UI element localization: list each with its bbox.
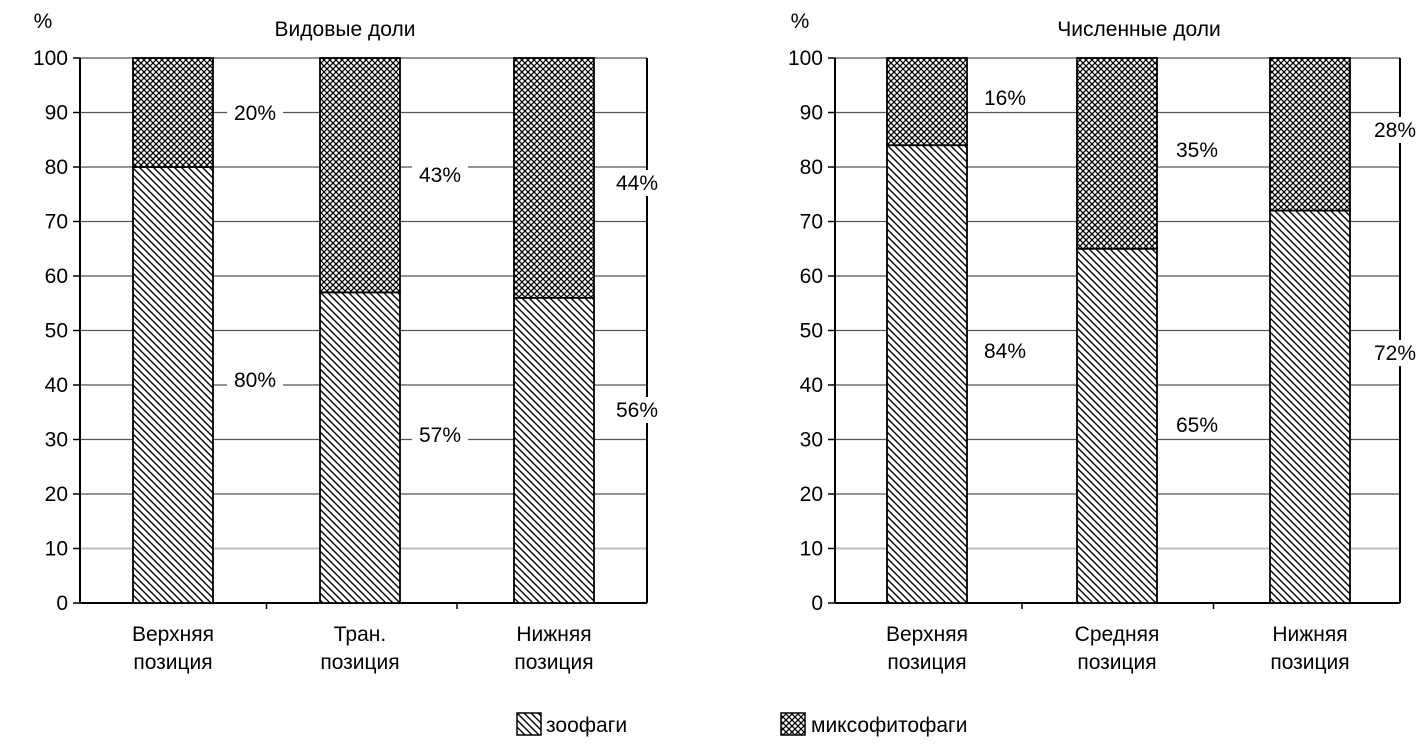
- chart-title: Численные доли: [1057, 18, 1220, 41]
- data-label-zoophages: 84%: [984, 340, 1026, 363]
- y-tick-label: 40: [800, 374, 823, 397]
- data-label-zoophages-bg: [977, 338, 1033, 364]
- bar-segment-mixophytophages: [319, 57, 401, 294]
- y-tick-label: 30: [45, 429, 68, 452]
- bar-segment-zoophages: [132, 166, 214, 604]
- data-label-mixophytophages-bg: [609, 170, 665, 196]
- x-category-label: Нижняя: [1272, 623, 1347, 646]
- y-tick-label: 70: [45, 211, 68, 234]
- y-tick-label: 100: [33, 47, 68, 70]
- y-tick-label: 20: [45, 483, 68, 506]
- legend-swatch: [780, 712, 806, 736]
- bar-segment-mixophytophages: [1076, 57, 1158, 250]
- data-label-mixophytophages-bg: [412, 162, 468, 188]
- y-tick-label: 50: [800, 320, 823, 343]
- y-tick-label: 60: [45, 265, 68, 288]
- y-tick-label: 30: [800, 429, 823, 452]
- bar-segment-mixophytophages: [132, 57, 214, 168]
- y-tick-label: 70: [800, 211, 823, 234]
- y-tick-label: 10: [45, 538, 68, 561]
- legend-label: миксофитофаги: [811, 714, 967, 737]
- y-tick-label: 100: [788, 47, 823, 70]
- y-tick-label: 20: [800, 483, 823, 506]
- y-tick-label: 80: [800, 156, 823, 179]
- data-label-zoophages: 65%: [1176, 414, 1218, 437]
- data-label-mixophytophages-bg: [227, 100, 283, 126]
- legend-swatch: [516, 712, 542, 736]
- x-category-label: Средняя: [1075, 623, 1160, 646]
- x-category-label: позиция: [514, 651, 593, 674]
- data-label-zoophages: 72%: [1374, 342, 1416, 365]
- y-tick-label: 80: [45, 156, 68, 179]
- chart-title: Видовые доли: [275, 18, 416, 41]
- y-tick-label: 0: [811, 592, 823, 615]
- y-axis-unit-label: %: [34, 10, 53, 33]
- data-label-zoophages-bg: [227, 367, 283, 393]
- data-label-zoophages: 56%: [616, 399, 658, 422]
- data-label-mixophytophages: 44%: [616, 172, 658, 195]
- legend-item: миксофитофаги: [780, 712, 967, 737]
- x-category-label: позиция: [887, 651, 966, 674]
- chart-panel-2: 0 10 20 30 40 50 60 70 80 90 100% Численные доли 16%…: [788, 10, 1423, 674]
- data-label-mixophytophages: 43%: [419, 164, 461, 187]
- bar-segment-mixophytophages: [886, 57, 968, 147]
- data-label-mixophytophages-bg: [1367, 117, 1423, 143]
- bar-segment-zoophages: [1269, 209, 1351, 604]
- x-category-label: позиция: [1270, 651, 1349, 674]
- x-category-label: позиция: [1077, 651, 1156, 674]
- x-category-label: Нижняя: [516, 623, 591, 646]
- y-tick-label: 90: [45, 102, 68, 125]
- y-tick-label: 10: [800, 538, 823, 561]
- bar-segment-zoophages: [1076, 247, 1158, 604]
- x-category-label: Тран.: [334, 623, 386, 646]
- bar-segment-mixophytophages: [513, 57, 595, 299]
- y-tick-label: 50: [45, 320, 68, 343]
- x-category-label: позиция: [133, 651, 212, 674]
- data-label-zoophages-bg: [1169, 412, 1225, 438]
- bar-segment-zoophages: [513, 296, 595, 604]
- x-category-label: Верхняя: [132, 623, 214, 646]
- y-tick-label: 90: [800, 102, 823, 125]
- legend-item: зоофаги: [516, 712, 627, 737]
- data-label-mixophytophages-bg: [977, 85, 1033, 111]
- chart-panel-1: 0 10 20 30 40 50 60 70 80 90 100% Видовые доли 20% 80…: [33, 10, 665, 674]
- data-label-mixophytophages: 20%: [234, 102, 276, 125]
- data-label-mixophytophages: 16%: [984, 87, 1026, 110]
- x-category-label: Верхняя: [886, 623, 968, 646]
- bar-segment-zoophages: [319, 291, 401, 604]
- bar-segment-mixophytophages: [1269, 57, 1351, 212]
- y-axis-unit-label: %: [791, 10, 810, 33]
- legend-label: зоофаги: [546, 714, 627, 737]
- x-category-label: позиция: [320, 651, 399, 674]
- bar-segment-zoophages: [886, 144, 968, 604]
- y-tick-label: 60: [800, 265, 823, 288]
- y-tick-label: 0: [56, 592, 68, 615]
- data-label-zoophages: 80%: [234, 369, 276, 392]
- data-label-zoophages-bg: [412, 422, 468, 448]
- data-label-mixophytophages: 28%: [1374, 119, 1416, 142]
- data-label-mixophytophages-bg: [1169, 137, 1225, 163]
- data-label-zoophages-bg: [1367, 340, 1423, 366]
- y-tick-label: 40: [45, 374, 68, 397]
- data-label-mixophytophages: 35%: [1176, 139, 1218, 162]
- data-label-zoophages: 57%: [419, 424, 461, 447]
- data-label-zoophages-bg: [609, 397, 665, 423]
